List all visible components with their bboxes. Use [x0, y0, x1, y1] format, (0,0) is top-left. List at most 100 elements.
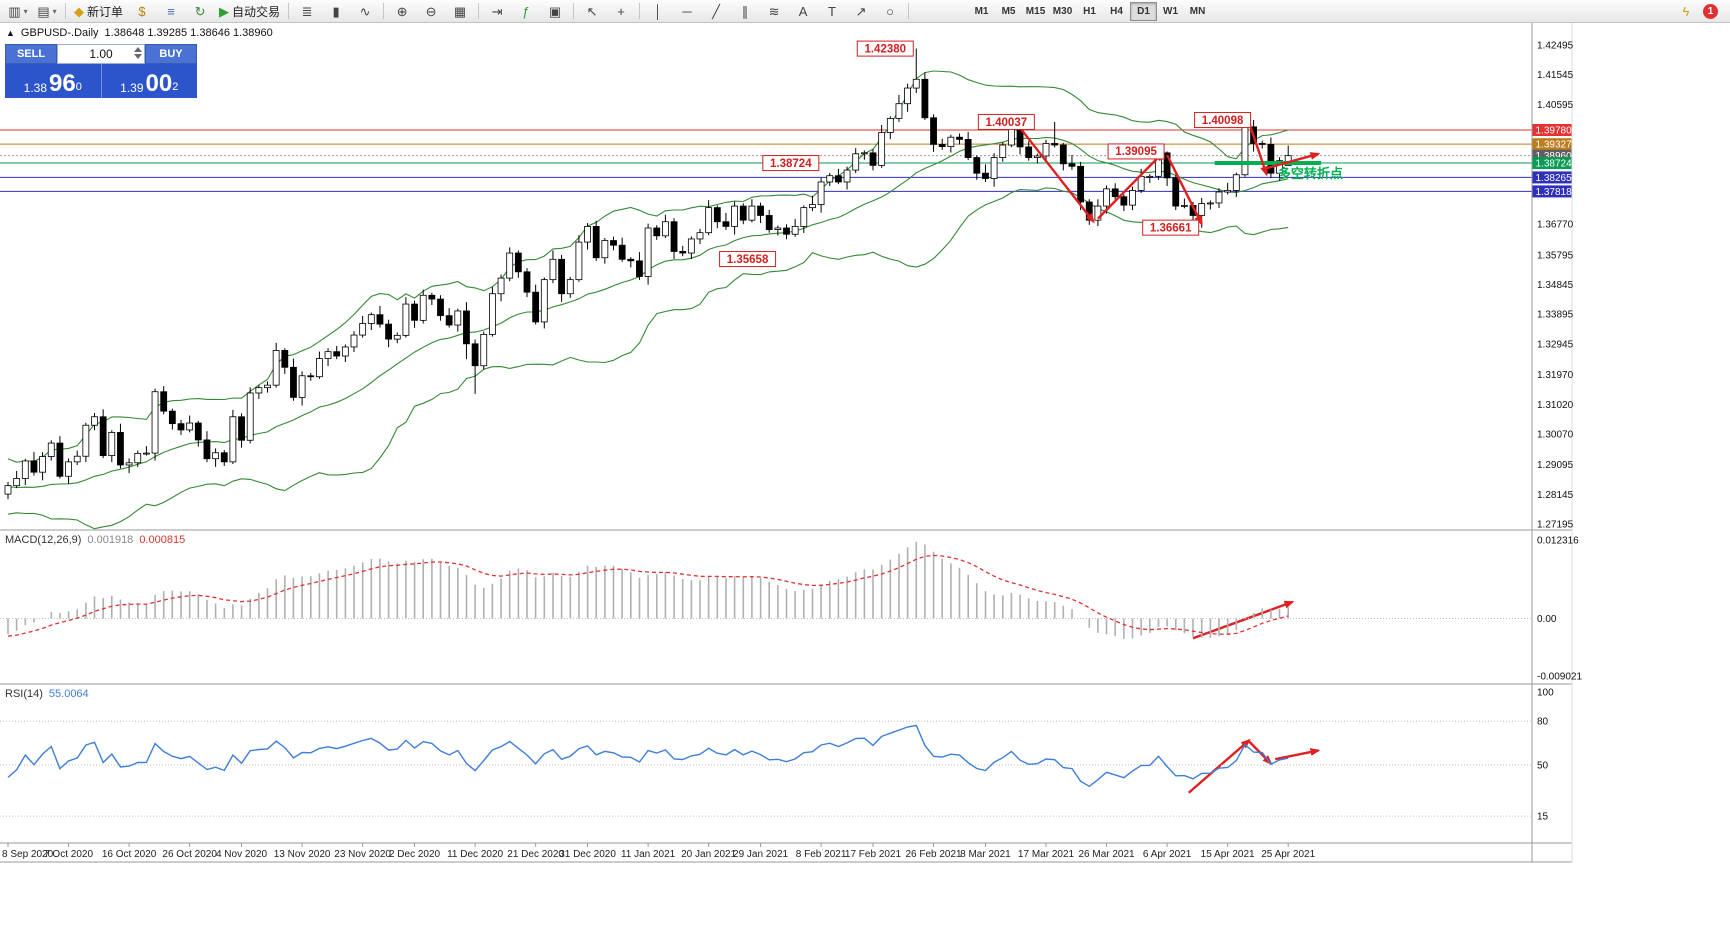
lot-size-input[interactable]: 1.00: [57, 44, 145, 64]
lot-spinner[interactable]: [134, 47, 142, 59]
toolbar-cursor-button[interactable]: ↖: [578, 1, 606, 22]
one-click-trade-panel: SELL 1.00 BUY 1.38 96 0 1.39 00 2: [5, 44, 197, 98]
time-axis-label: 26 Oct 2020: [162, 849, 217, 860]
auto-scroll-icon: ⇥: [491, 3, 503, 19]
toolbar-text-label-button[interactable]: T: [818, 1, 846, 22]
sell-price[interactable]: 1.38 96 0: [5, 64, 102, 98]
price-axis-label: 1.27195: [1537, 520, 1574, 531]
price-axis-label: 1.33895: [1537, 310, 1574, 321]
sell-price-point: 0: [75, 81, 82, 93]
timeframe-D1[interactable]: D1: [1130, 1, 1158, 21]
toolbar-equidistant-channel-button[interactable]: ∥: [731, 1, 759, 22]
macd-label: MACD(12,26,9) 0.001918 0.000815: [5, 534, 185, 546]
macd-axis-label: 0.00: [1537, 614, 1557, 625]
toolbar-indicators-button[interactable]: ƒ: [512, 1, 540, 22]
toolbar-arrows-tool-button[interactable]: ↗: [847, 1, 875, 22]
timeframe-H1[interactable]: H1: [1083, 5, 1096, 17]
ohlc-values: 1.38648 1.39285 1.38646 1.38960: [104, 27, 273, 39]
time-axis-label: 11 Jan 2021: [621, 849, 676, 860]
toolbar-objects-button[interactable]: ▣: [541, 1, 569, 22]
price-axis-label: 1.30070: [1537, 429, 1574, 440]
toolbar-bar-chart-button[interactable]: ≣: [293, 1, 321, 22]
time-axis-label: 31 Dec 2020: [559, 849, 616, 860]
timeframe-M5[interactable]: M5: [1001, 5, 1016, 17]
vertical-line-icon: │: [653, 3, 663, 19]
toolbar-shapes-button[interactable]: ○: [876, 1, 904, 22]
toolbar-zoom-out-button[interactable]: ⊖: [417, 1, 445, 22]
price-axis-label: 1.31970: [1537, 370, 1574, 381]
price-callout-text: 1.42380: [864, 43, 906, 55]
price-axis-label: 1.34845: [1537, 280, 1574, 291]
trendline-icon: ╱: [712, 3, 720, 19]
price-axis-label: 1.32945: [1537, 339, 1574, 350]
toolbar-navigator-button[interactable]: ≡: [157, 1, 185, 22]
timeframe-H4[interactable]: H4: [1110, 5, 1123, 17]
fibonacci-icon: ≋: [768, 3, 780, 19]
toolbar-trendline-button[interactable]: ╱: [702, 1, 730, 22]
rsi-layer: [0, 720, 1532, 817]
sell-button[interactable]: SELL: [5, 44, 57, 64]
toolbar-vertical-line-button[interactable]: │: [644, 1, 672, 22]
timeframe-M1[interactable]: M1: [974, 5, 989, 17]
price-axis-box: [1532, 123, 1572, 136]
toolbar-market-watch-button[interactable]: $: [128, 1, 156, 22]
toolbar-new-order-button[interactable]: ◆ 新订单: [70, 1, 127, 22]
toolbar-separator: [908, 3, 910, 19]
bar-chart-icon: ≣: [301, 3, 313, 19]
timeframe-M15[interactable]: M15: [1025, 5, 1046, 17]
dropdown-arrow-icon: ▾: [23, 6, 28, 16]
price-callout-text: 1.35658: [727, 254, 769, 266]
collapse-trade-panel-icon[interactable]: ▲: [6, 28, 15, 38]
toolbar-text-button[interactable]: A: [789, 1, 817, 22]
price-axis-label: 1.28145: [1537, 490, 1574, 501]
toolbar-notifications-button[interactable]: ϟ: [1672, 1, 1700, 22]
toolbar-line-chart-button[interactable]: ∿: [351, 1, 379, 22]
bollinger-bands-layer: [7, 70, 1289, 530]
price-axis-label: 1.36770: [1537, 220, 1574, 231]
price-axis[interactable]: 1.42495 1.41545 1.40595 1.36770 1.35795 1.348…: [1532, 41, 1583, 823]
toolbar-horizontal-line-button[interactable]: ─: [673, 1, 701, 22]
price-axis-box: [1532, 138, 1572, 151]
toolbar-autotrading-button[interactable]: ▶ 自动交易: [215, 1, 284, 22]
timeframe-MN[interactable]: MN: [1189, 5, 1206, 17]
time-axis-label: 2 Dec 2020: [389, 849, 441, 860]
price-callout-box: [719, 251, 777, 268]
toolbar-separator: [288, 3, 290, 19]
price-callout-box: [977, 113, 1035, 130]
new-order-icon: ◆: [74, 3, 84, 19]
price-callout-text: 1.38724: [770, 158, 812, 170]
toolbar-separator: [573, 3, 575, 19]
timeframe-M30[interactable]: M30: [1052, 5, 1073, 17]
time-axis-label: 26 Feb 2021: [905, 849, 962, 860]
rsi-axis-label: 50: [1537, 761, 1549, 772]
toolbar-zoom-in-button[interactable]: ⊕: [388, 1, 416, 22]
toolbar-crosshair-button[interactable]: +: [607, 1, 635, 22]
buy-price[interactable]: 1.39 00 2: [102, 64, 198, 98]
dropdown-arrow-icon: ▾: [52, 6, 57, 16]
time-axis-label: 17 Feb 2021: [845, 849, 902, 860]
indicators-icon: ƒ: [522, 3, 530, 19]
toolbar-fibonacci-button[interactable]: ≋: [760, 1, 788, 22]
timeframe-W1[interactable]: W1: [1163, 5, 1179, 17]
text-label-icon: T: [828, 3, 836, 19]
sell-price-base: 1.38: [23, 81, 48, 95]
profiles-icon: ▤: [37, 3, 50, 19]
time-axis-label: 17 Mar 2021: [1018, 849, 1075, 860]
buy-button[interactable]: BUY: [145, 44, 197, 64]
price-axis-box-label: 1.38265: [1536, 173, 1573, 184]
price-axis-label: 1.41545: [1537, 70, 1574, 81]
new-order-label: 新订单: [87, 4, 124, 19]
price-callout-box: [1194, 112, 1252, 129]
toolbar-profiles-button[interactable]: ▤ ▾: [33, 1, 61, 22]
price-axis-box-label: 1.39780: [1536, 125, 1573, 136]
toolbar-refresh-button[interactable]: ↻: [186, 1, 214, 22]
time-axis-label: 25 Apr 2021: [1261, 849, 1315, 860]
toolbar-new-chart-button[interactable]: ▥ ▾: [4, 1, 32, 22]
toolbar-candlestick-chart-button[interactable]: ▮: [322, 1, 350, 22]
toolbar-tile-windows-button[interactable]: ▦: [446, 1, 474, 22]
toolbar-auto-scroll-button[interactable]: ⇥: [483, 1, 511, 22]
notification-badge[interactable]: 1: [1703, 3, 1718, 19]
